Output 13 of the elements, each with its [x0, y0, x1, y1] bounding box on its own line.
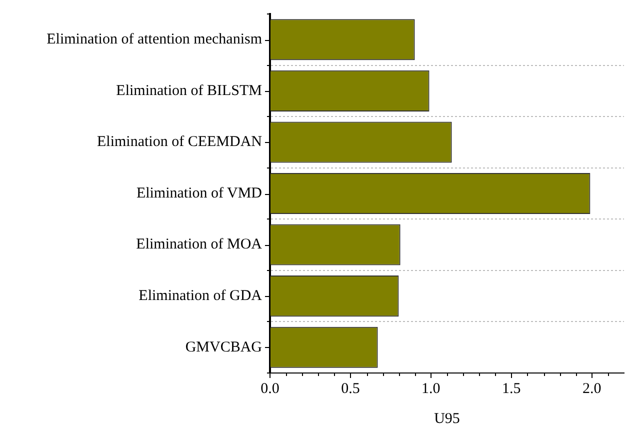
x-tick-label: 1.0 [422, 380, 440, 397]
x-tick-label: 2.0 [582, 380, 602, 397]
y-tick-label: Elimination of CEEMDAN [97, 134, 262, 150]
y-tick-label: Elimination of BILSTM [116, 82, 262, 99]
y-tick-label: Elimination of GDA [138, 288, 262, 304]
y-tick-label: Elimination of attention mechanism [46, 32, 262, 48]
y-tick-label: Elimination of VMD [136, 185, 262, 202]
x-axis-title: U95 [434, 410, 460, 427]
x-tick-label: 1.5 [502, 380, 521, 397]
y-tick-label: GMVCBAG [185, 339, 262, 356]
y-tick-label: Elimination of MOA [136, 236, 262, 253]
x-tick-label: 0.0 [260, 380, 280, 397]
x-tick-label: 0.5 [341, 380, 360, 397]
